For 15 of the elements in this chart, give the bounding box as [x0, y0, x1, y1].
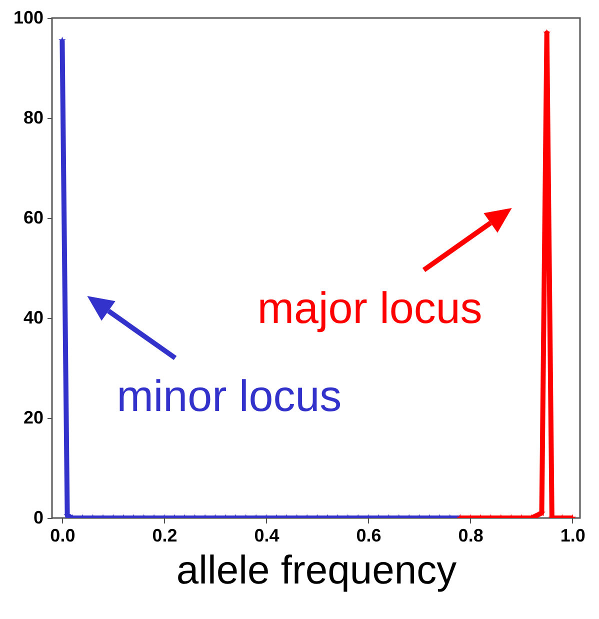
y-tick-label: 20 [23, 408, 44, 428]
y-tick-label: 0 [33, 508, 44, 528]
x-tick-label: 0.2 [152, 526, 178, 546]
y-tick-label: 60 [23, 208, 44, 228]
y-tick-label: 80 [23, 108, 44, 128]
y-tick-label: 40 [23, 308, 44, 328]
x-tick-label: 1.0 [560, 526, 586, 546]
y-tick-label: 100 [13, 8, 44, 28]
x-tick-label: 0.6 [356, 526, 382, 546]
x-tick-label: 0.0 [50, 526, 76, 546]
x-tick-label: 0.4 [254, 526, 280, 546]
x-axis-title: allele frequency [176, 548, 457, 592]
x-tick-label: 0.8 [458, 526, 484, 546]
annotation: major locus [257, 284, 482, 333]
annotation: minor locus [116, 372, 342, 421]
